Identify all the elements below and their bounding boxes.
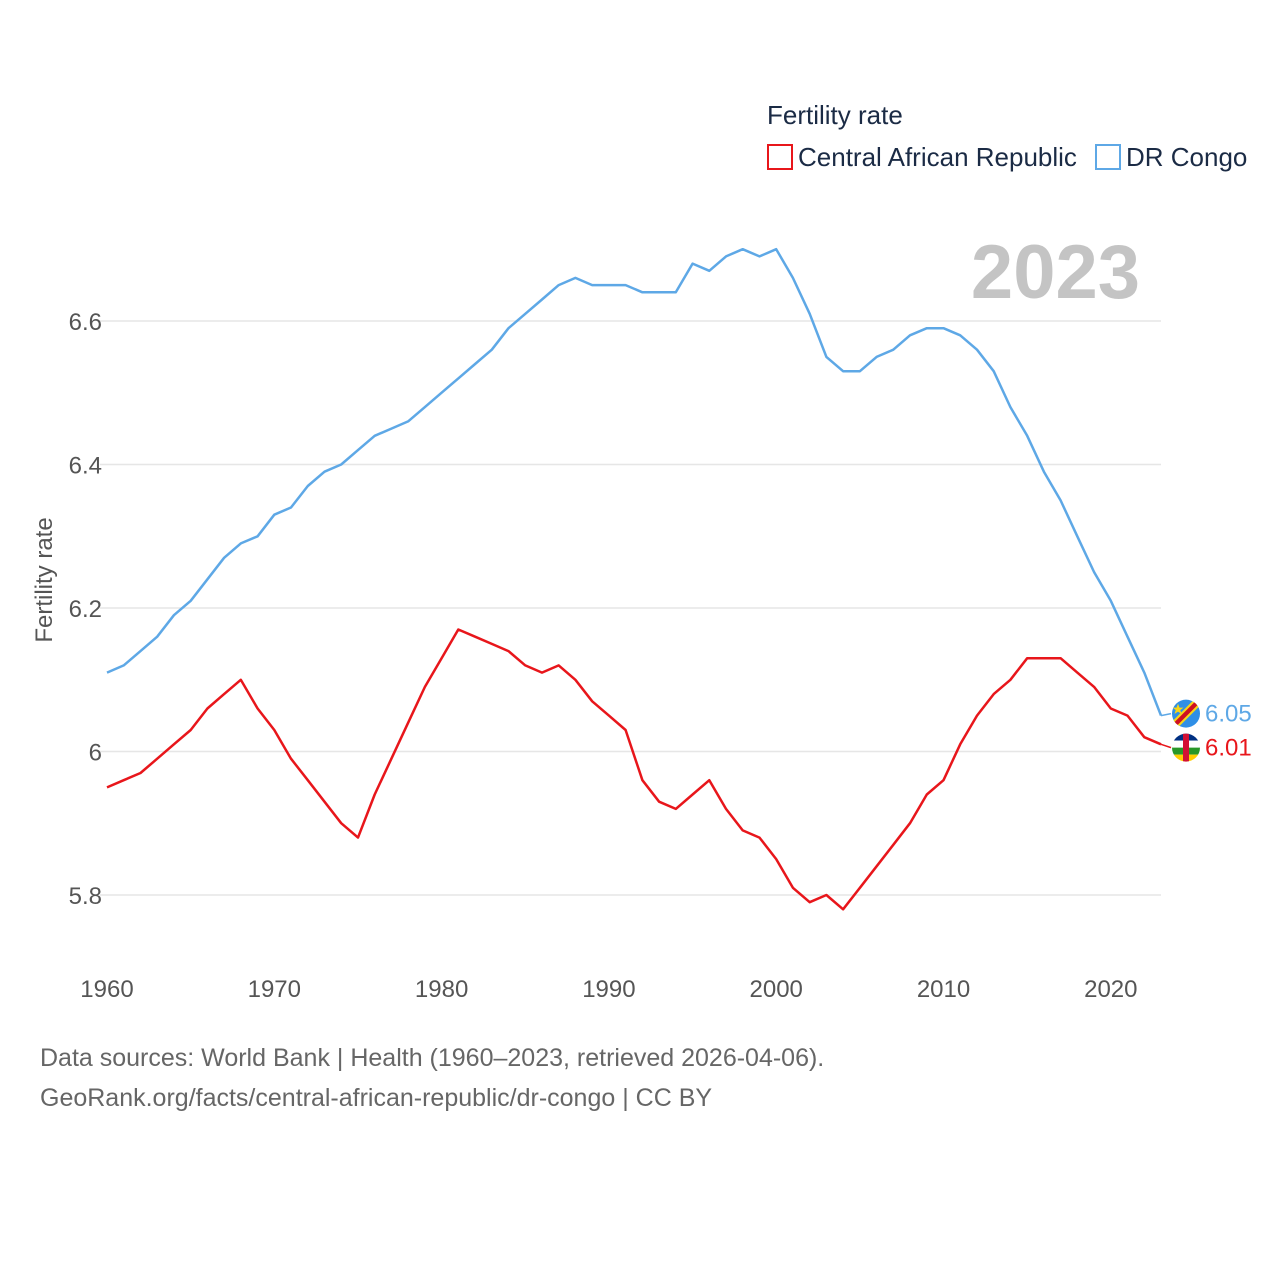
dr-congo-end-value: 6.05 [1205, 701, 1252, 728]
x-tick-label: 1960 [80, 976, 133, 1003]
footer-sources: Data sources: World Bank | Health (1960–… [40, 1044, 825, 1072]
x-tick-label: 1970 [248, 976, 301, 1003]
legend-swatch-drc[interactable] [1095, 144, 1121, 170]
y-tick-label: 6 [89, 740, 102, 767]
x-tick-label: 2010 [917, 976, 970, 1003]
y-axis-title: Fertility rate [31, 517, 58, 642]
x-tick-label: 1990 [582, 976, 635, 1003]
dr-congo-flag-icon [1172, 699, 1200, 728]
series-lines [106, 247, 1172, 911]
x-axis-ticks: 1960 1970 1980 1990 2000 2010 2020 [80, 976, 1137, 1003]
x-tick-label: 2020 [1084, 976, 1137, 1003]
y-tick-label: 6.2 [69, 596, 102, 623]
y-axis-ticks: 5.8 6 6.2 6.4 6.6 [69, 309, 102, 910]
y-tick-label: 5.8 [69, 883, 102, 910]
central-african-republic-flag-icon [1172, 733, 1200, 762]
series-line-drc[interactable] [106, 247, 1163, 717]
legend-swatch-car[interactable] [767, 144, 793, 170]
grid-lines [100, 320, 1161, 896]
legend-title: Fertility rate [767, 100, 903, 130]
year-label: 2023 [971, 230, 1140, 315]
legend-label-drc[interactable]: DR Congo [1126, 142, 1247, 172]
car-connector [1160, 743, 1172, 749]
y-tick-label: 6.6 [69, 309, 102, 336]
legend: Fertility rate Central African Republic … [767, 100, 1247, 172]
footer-link[interactable]: GeoRank.org/facts/central-african-republ… [40, 1084, 713, 1112]
x-tick-label: 1980 [415, 976, 468, 1003]
legend-label-car[interactable]: Central African Republic [798, 142, 1077, 172]
series-line-car[interactable] [106, 628, 1162, 911]
y-tick-label: 6.4 [69, 453, 102, 480]
car-end-value: 6.01 [1205, 735, 1252, 762]
x-tick-label: 2000 [750, 976, 803, 1003]
end-markers: 6.05 6.01 [1172, 699, 1252, 762]
drc-connector [1160, 712, 1172, 717]
